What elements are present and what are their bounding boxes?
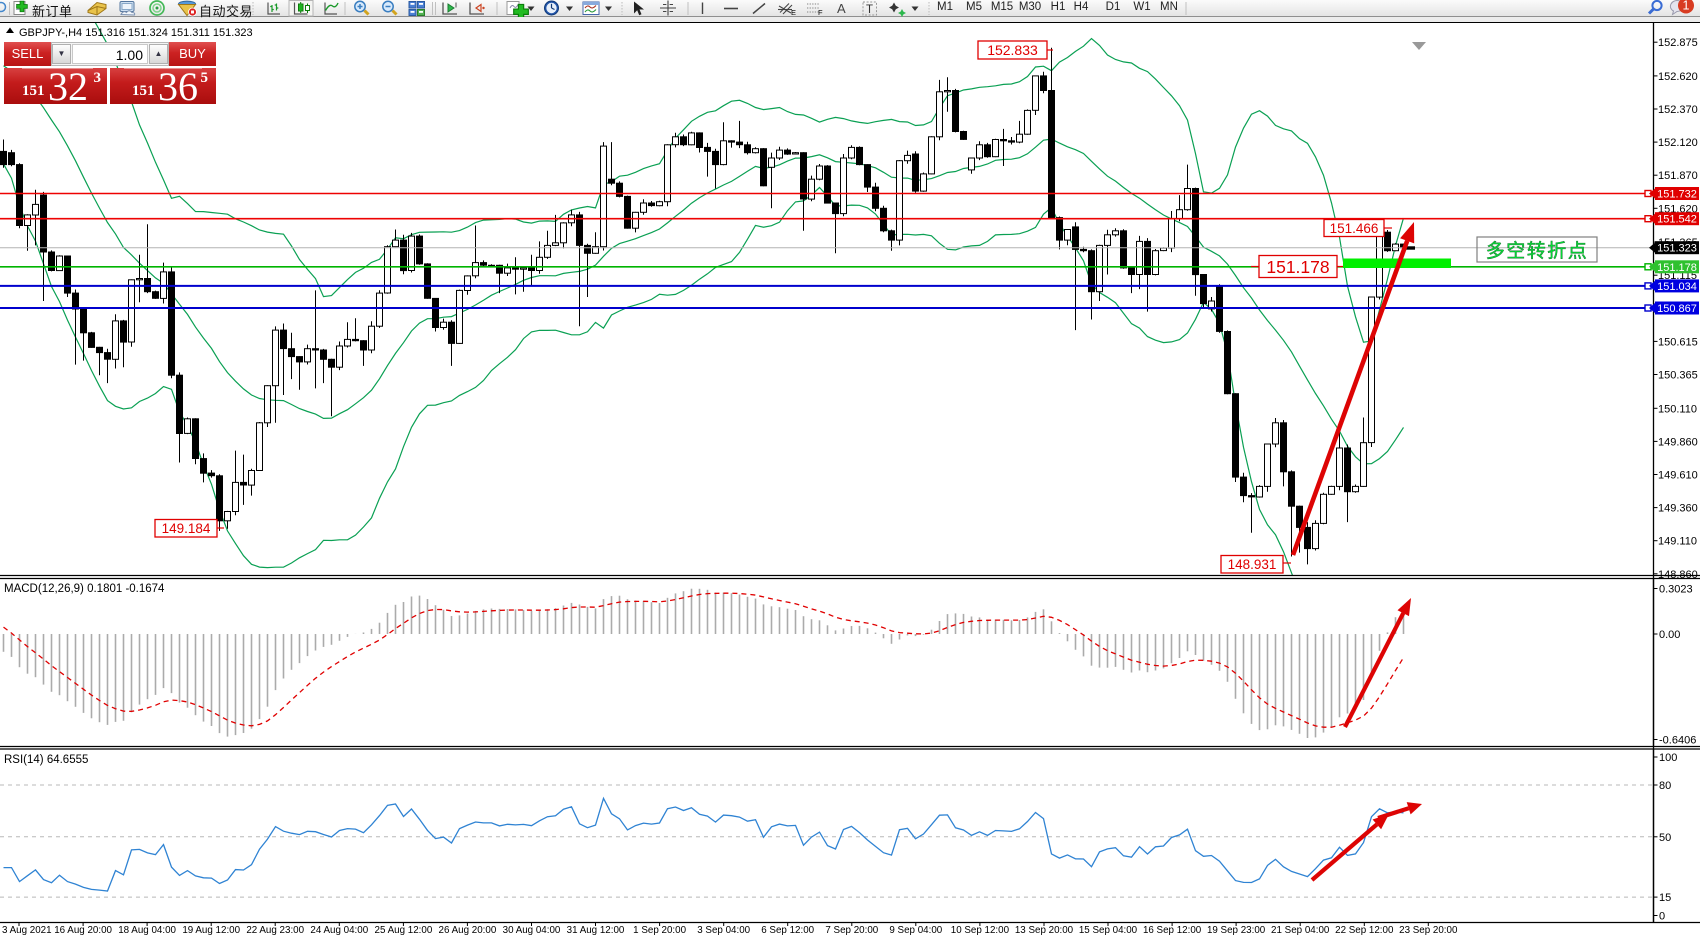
svg-text:21 Sep 04:00: 21 Sep 04:00: [1271, 925, 1330, 936]
svg-text:GBPJPY-,H4 151.316 151.324 15: GBPJPY-,H4 151.316 151.324 151.311 151.3…: [19, 27, 253, 39]
svg-text:151.178: 151.178: [1657, 262, 1697, 274]
svg-text:16 Sep 12:00: 16 Sep 12:00: [1143, 925, 1202, 936]
svg-text:151.732: 151.732: [1657, 189, 1697, 201]
svg-text:152.875: 152.875: [1658, 37, 1698, 49]
svg-text:152.620: 152.620: [1658, 71, 1698, 83]
svg-text:23 Sep 20:00: 23 Sep 20:00: [1399, 925, 1458, 936]
svg-text:多空转折点: 多空转折点: [1486, 240, 1589, 262]
svg-text:150.867: 150.867: [1657, 303, 1697, 315]
svg-text:T: T: [866, 4, 873, 16]
svg-text:F: F: [818, 8, 823, 17]
svg-text:152.370: 152.370: [1658, 104, 1698, 116]
svg-text:150.365: 150.365: [1658, 370, 1698, 382]
svg-text:150.110: 150.110: [1658, 403, 1697, 415]
svg-text:MACD(12,26,9) 0.1801 -0.1674: MACD(12,26,9) 0.1801 -0.1674: [4, 583, 165, 595]
svg-text:6 Sep 12:00: 6 Sep 12:00: [761, 925, 814, 936]
svg-text:E: E: [791, 8, 796, 17]
svg-text:149.610: 149.610: [1658, 470, 1698, 482]
svg-text:24 Aug 04:00: 24 Aug 04:00: [310, 925, 368, 936]
svg-text:9 Sep 04:00: 9 Sep 04:00: [889, 925, 942, 936]
svg-text:148.931: 148.931: [1228, 557, 1277, 572]
svg-text:7 Sep 20:00: 7 Sep 20:00: [825, 925, 878, 936]
svg-text:151.542: 151.542: [1657, 214, 1697, 226]
svg-text:152.833: 152.833: [987, 42, 1038, 58]
svg-text:16 Aug 20:00: 16 Aug 20:00: [54, 925, 112, 936]
svg-text:151.178: 151.178: [1266, 257, 1329, 277]
svg-text:31 Aug 12:00: 31 Aug 12:00: [567, 925, 625, 936]
svg-text:RSI(14) 64.6555: RSI(14) 64.6555: [4, 754, 88, 766]
svg-text:25 Aug 12:00: 25 Aug 12:00: [375, 925, 433, 936]
svg-text:22 Aug 23:00: 22 Aug 23:00: [246, 925, 304, 936]
svg-text:50: 50: [1659, 832, 1671, 844]
svg-text:10 Sep 12:00: 10 Sep 12:00: [951, 925, 1010, 936]
svg-text:1 Sep 20:00: 1 Sep 20:00: [633, 925, 686, 936]
svg-text:150.615: 150.615: [1658, 336, 1698, 348]
svg-text:3 Aug 2021: 3 Aug 2021: [2, 925, 52, 936]
svg-text:3 Sep 04:00: 3 Sep 04:00: [697, 925, 750, 936]
svg-text:152.120: 152.120: [1658, 137, 1698, 149]
svg-text:18 Aug 04:00: 18 Aug 04:00: [118, 925, 176, 936]
svg-text:151.034: 151.034: [1657, 281, 1697, 293]
svg-text:149.360: 149.360: [1658, 503, 1698, 515]
svg-text:100: 100: [1659, 752, 1677, 764]
svg-text:148.860: 148.860: [1658, 569, 1698, 581]
svg-text:30 Aug 04:00: 30 Aug 04:00: [503, 925, 561, 936]
svg-text:151.323: 151.323: [1657, 243, 1697, 255]
svg-text:151.870: 151.870: [1658, 170, 1698, 182]
svg-text:0.3023: 0.3023: [1659, 584, 1693, 596]
svg-text:0.00: 0.00: [1659, 629, 1680, 641]
svg-text:15 Sep 04:00: 15 Sep 04:00: [1079, 925, 1138, 936]
svg-text:26 Aug 20:00: 26 Aug 20:00: [439, 925, 497, 936]
svg-text:19 Aug 12:00: 19 Aug 12:00: [182, 925, 240, 936]
svg-text:80: 80: [1659, 780, 1671, 792]
svg-text:0: 0: [1659, 911, 1665, 923]
svg-text:149.860: 149.860: [1658, 436, 1698, 448]
svg-text:1: 1: [1683, 0, 1690, 13]
svg-text:A: A: [837, 1, 846, 16]
svg-text:149.184: 149.184: [162, 521, 211, 536]
svg-text:-0.6406: -0.6406: [1659, 735, 1696, 747]
svg-text:19 Sep 23:00: 19 Sep 23:00: [1207, 925, 1266, 936]
svg-text:149.110: 149.110: [1658, 536, 1697, 548]
svg-text:22 Sep 12:00: 22 Sep 12:00: [1335, 925, 1394, 936]
svg-text:15: 15: [1659, 892, 1671, 904]
svg-text:151.466: 151.466: [1330, 221, 1379, 236]
svg-text:13 Sep 20:00: 13 Sep 20:00: [1015, 925, 1074, 936]
